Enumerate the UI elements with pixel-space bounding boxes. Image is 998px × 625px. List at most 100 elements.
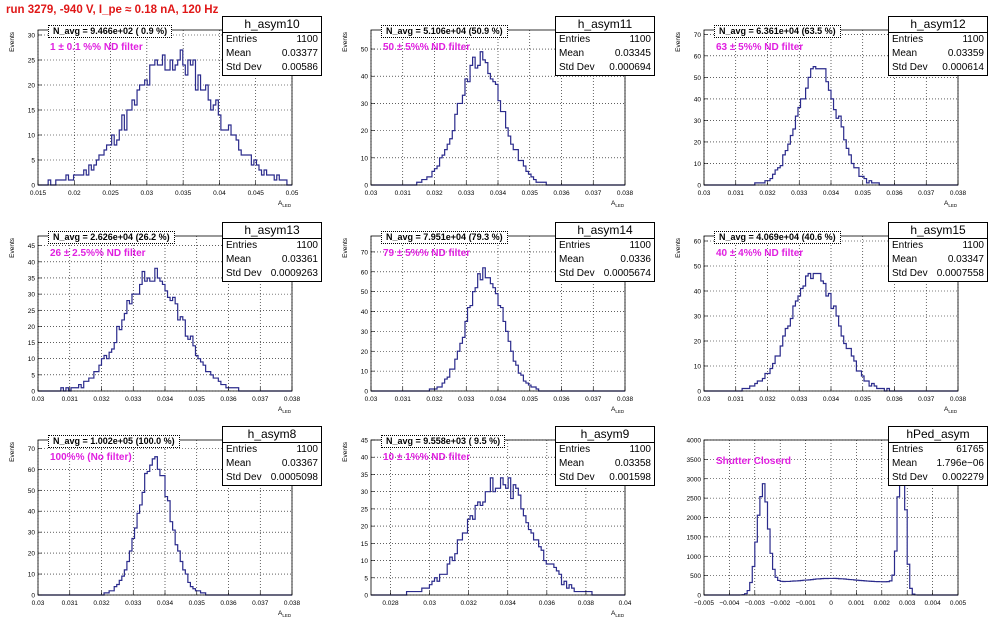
y-tick-label: 30 [28, 292, 36, 299]
x-tick-label: 0.032 [93, 600, 110, 607]
y-tick-label: 20 [28, 83, 36, 90]
histogram-svg: −0.005 −0.004 −0.003 −0.002 −0.001 0 0.001 0.00… [687, 438, 967, 608]
x-tick-label: 0.031 [728, 190, 745, 197]
x-tick-label: −0.004 [719, 600, 739, 607]
stats-label: Std Dev [559, 268, 595, 279]
stats-label: Entries [226, 444, 258, 455]
stats-row-mean: Mean 0.03345 [556, 47, 654, 61]
stats-box: h_asym11 Entries 1100 Mean 0.03345 Std Dev 0.0… [555, 16, 655, 76]
x-axis-label: ALED [278, 200, 292, 208]
stats-label: Mean [892, 254, 918, 265]
y-tick-label: 5 [364, 575, 368, 582]
x-tick-label: 0.032 [426, 396, 443, 403]
y-axis-label: Events [675, 237, 682, 258]
stats-label: Std Dev [226, 268, 262, 279]
stats-row-mean: Mean 0.03359 [889, 47, 987, 61]
y-tick-label: 60 [694, 239, 702, 246]
x-tick-label: −0.003 [745, 600, 765, 607]
y-tick-label: 3000 [687, 476, 702, 483]
y-tick-label: 70 [28, 446, 36, 453]
stats-label: Mean [226, 48, 252, 59]
x-tick-label: 0.037 [585, 190, 602, 197]
y-tick-label: 0 [697, 593, 701, 600]
x-tick-label: 0.035 [189, 600, 206, 607]
stats-value: 1100 [296, 34, 318, 45]
y-tick-label: 0 [697, 183, 701, 190]
navg-label: N_avg = 2.626e+04 (26.2 %) [48, 231, 175, 244]
histogram-name: h_asym11 [556, 17, 654, 33]
navg-label: N_avg = 6.361e+04 (63.5 %) [714, 25, 841, 38]
x-tick-label: 0.035 [855, 190, 872, 197]
stats-label: Std Dev [892, 472, 928, 483]
stats-row-entries: Entries 1100 [223, 239, 321, 253]
stats-label: Entries [892, 240, 924, 251]
y-tick-label: 30 [28, 33, 36, 40]
x-tick-label: 0.036 [553, 396, 570, 403]
y-tick-label: 60 [361, 269, 369, 276]
x-axis-label: ALED [611, 610, 625, 618]
stats-label: Std Dev [892, 268, 928, 279]
x-tick-label: 0.036 [886, 396, 903, 403]
y-tick-label: 40 [361, 74, 369, 81]
stats-value: 0.0005098 [270, 472, 318, 483]
y-tick-label: 20 [361, 128, 369, 135]
x-tick-label: 0.031 [395, 190, 412, 197]
x-tick-label: 0.037 [918, 190, 935, 197]
histogram-name: h_asym8 [223, 427, 321, 443]
stats-label: Std Dev [226, 62, 262, 73]
stats-label: Entries [559, 34, 591, 45]
x-tick-label: 0.03 [141, 190, 154, 197]
stats-label: Entries [226, 34, 258, 45]
y-tick-label: 10 [28, 133, 36, 140]
y-tick-label: 15 [28, 340, 36, 347]
histogram-pad-h_asym14: 0.03 0.031 0.032 0.033 0.034 0.035 0.036 0.037 0… [333, 220, 663, 420]
stats-row-entries: Entries 61765 [889, 443, 987, 457]
x-tick-label: 0.034 [157, 600, 174, 607]
stats-box: h_asym10 Entries 1100 Mean 0.03377 Std Dev 0.0… [222, 16, 322, 76]
stats-label: Std Dev [226, 472, 262, 483]
x-tick-label: 0.03 [32, 600, 45, 607]
stats-value: 0.000694 [609, 62, 651, 73]
stats-box: h_asym15 Entries 1100 Mean 0.03347 Std Dev 0.0… [888, 222, 988, 282]
y-tick-label: 0 [364, 593, 368, 600]
x-axis-label: ALED [278, 406, 292, 414]
stats-row-std_dev: Std Dev 0.001598 [556, 471, 654, 485]
y-tick-label: 20 [694, 139, 702, 146]
x-tick-label: 0.031 [395, 396, 412, 403]
x-tick-label: 0.036 [220, 396, 237, 403]
y-tick-label: 0 [364, 183, 368, 190]
stats-label: Entries [559, 444, 591, 455]
y-axis-label: Events [342, 31, 349, 52]
y-tick-label: 10 [361, 369, 369, 376]
x-tick-label: 0.03 [698, 396, 711, 403]
x-tick-label: 0.038 [950, 190, 967, 197]
histogram-pad-h_asym10: 0.015 0.02 0.025 0.03 0.035 0.04 0.045 0.05 0 5 10… [0, 14, 330, 214]
stats-value: 0.000614 [942, 62, 984, 73]
x-axis-label-sub: LED [282, 409, 292, 414]
y-tick-label: 30 [361, 489, 369, 496]
y-tick-label: 3500 [687, 457, 702, 464]
stats-row-mean: Mean 0.0336 [556, 253, 654, 267]
x-tick-label: 0.038 [950, 396, 967, 403]
stats-row-std_dev: Std Dev 0.002279 [889, 471, 987, 485]
x-tick-label: 0.04 [213, 190, 226, 197]
x-tick-label: 0.038 [617, 396, 634, 403]
y-tick-label: 2500 [687, 496, 702, 503]
y-tick-label: 35 [28, 275, 36, 282]
stats-value: 0.03377 [281, 48, 318, 59]
stats-value: 1100 [296, 240, 318, 251]
y-tick-label: 500 [690, 573, 701, 580]
y-tick-label: 30 [694, 314, 702, 321]
y-tick-label: 70 [694, 32, 702, 39]
y-tick-label: 0 [364, 389, 368, 396]
stats-label: Mean [559, 48, 585, 59]
stats-value: 0.03359 [947, 48, 984, 59]
y-axis-label: Events [9, 237, 16, 258]
x-tick-label: 0.033 [791, 396, 808, 403]
y-tick-label: 35 [361, 472, 369, 479]
stats-row-mean: Mean 0.03347 [889, 253, 987, 267]
x-tick-label: 0.037 [252, 600, 269, 607]
stats-value: 0.03361 [281, 254, 318, 265]
stats-row-entries: Entries 1100 [223, 443, 321, 457]
stats-row-entries: Entries 1100 [223, 33, 321, 47]
